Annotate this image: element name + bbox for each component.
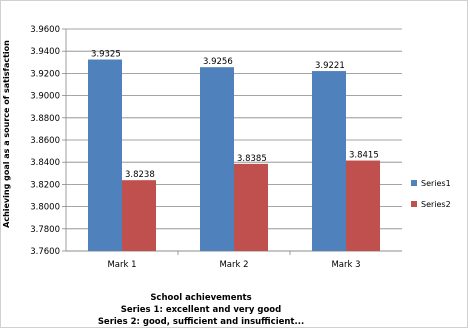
x-tick-label: Mark 2 (219, 260, 248, 270)
x-tick-labels: Mark 1 Mark 2 Mark 3 (107, 260, 360, 270)
x-axis-caption-series2: Series 2: good, sufficient and insuffici… (97, 317, 305, 327)
bar-series2-mark-2 (234, 163, 268, 251)
legend-swatch (411, 201, 417, 207)
y-tick-label: 3.8600 (30, 136, 60, 146)
y-axis-label: Achieving goal as a source of satisfacti… (2, 40, 11, 228)
data-label: 3.9325 (91, 50, 121, 60)
legend-label: Series1 (421, 179, 451, 188)
data-label: 3.8238 (125, 170, 155, 180)
data-label: 3.9256 (203, 57, 233, 67)
x-axis-title: School achievements (150, 293, 252, 303)
y-tick-label: 3.9400 (30, 47, 60, 57)
legend-label: Series2 (421, 200, 451, 209)
bar-series1-mark-3 (312, 71, 346, 251)
y-tick-label: 3.8800 (30, 114, 60, 124)
bar-series2-mark-3 (346, 160, 380, 251)
data-label: 3.8415 (349, 151, 379, 161)
y-tick-labels: 3.7600 3.7800 3.8000 3.8200 3.8400 3.8600 3.88… (30, 25, 60, 257)
legend-swatch (411, 180, 417, 186)
y-tick-label: 3.9200 (30, 69, 60, 79)
bar-series1-mark-2 (200, 67, 234, 252)
y-tick-label: 3.9000 (30, 92, 60, 102)
y-tick-label: 3.7600 (30, 247, 60, 257)
y-tick-label: 3.7800 (30, 225, 60, 235)
y-tick-label: 3.8000 (30, 203, 60, 213)
bars (88, 59, 380, 252)
x-axis-caption-series1: Series 1: excellent and very good (120, 305, 282, 315)
bar-series1-mark-1 (88, 59, 122, 252)
y-tick-label: 3.8400 (30, 158, 60, 168)
x-tick-label: Mark 3 (331, 260, 360, 270)
y-tick-label: 3.8200 (30, 180, 60, 190)
data-label: 3.8385 (237, 154, 267, 164)
data-label: 3.9221 (315, 61, 345, 71)
data-labels: 3.9325 3.8238 3.9256 3.8385 3.9221 3.8415 (91, 50, 379, 181)
y-tick-label: 3.9600 (30, 25, 60, 35)
legend: Series1 Series2 (411, 179, 451, 209)
x-tick-label: Mark 1 (107, 260, 136, 270)
bar-series2-mark-1 (122, 180, 156, 251)
